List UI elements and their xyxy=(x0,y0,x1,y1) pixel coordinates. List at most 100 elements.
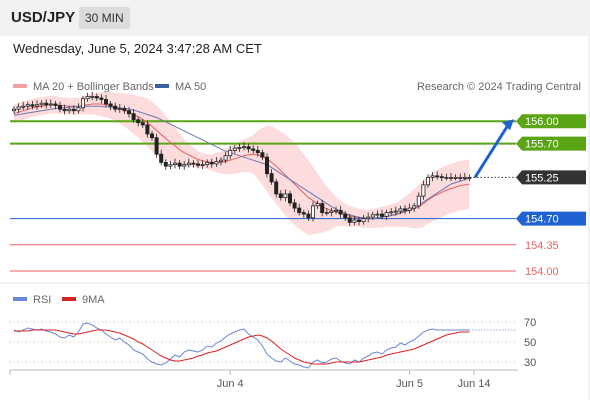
candle-body xyxy=(453,176,458,179)
candle-body xyxy=(30,104,35,107)
top-bar: USD/JPY 30 MIN xyxy=(0,0,590,36)
candle-body xyxy=(223,155,228,161)
rsi-tick-label-50: 50 xyxy=(524,337,536,349)
candle-body xyxy=(172,162,177,166)
candle-body xyxy=(246,146,251,150)
candle-body xyxy=(214,161,219,165)
bollinger-band xyxy=(14,92,470,236)
candle-body xyxy=(177,162,182,167)
rsi-tick-label-30: 30 xyxy=(524,357,536,369)
candle-body xyxy=(145,124,150,135)
candle-body xyxy=(287,193,292,204)
candle-body xyxy=(99,97,104,100)
candle-body xyxy=(39,102,44,106)
candle-body xyxy=(113,105,118,110)
level-label-155-70: 155.70 xyxy=(525,139,559,151)
candle-body xyxy=(421,184,426,197)
candle-body xyxy=(218,159,223,163)
candle-body xyxy=(448,176,453,179)
candle-body xyxy=(389,211,394,214)
candle-body xyxy=(71,108,76,112)
candle-body xyxy=(416,195,421,207)
price-tags: 156.00 155.70 154.70 154.35 154.00 155.25 xyxy=(516,114,586,278)
candle-body xyxy=(232,147,237,151)
last-price-label: 155.25 xyxy=(525,172,559,184)
candle-body xyxy=(117,108,122,110)
candle-body xyxy=(435,175,440,178)
ma9-legend-swatch xyxy=(62,297,76,301)
level-tag-154-70 xyxy=(516,211,586,226)
candle-body xyxy=(260,152,265,158)
x-axis-ticks: Jun 4 Jun 5 Jun 14 xyxy=(217,370,491,390)
candle-body xyxy=(269,173,274,183)
candle-body xyxy=(76,107,81,112)
candle-body xyxy=(393,210,398,213)
rsi-legend-label: RSI xyxy=(33,294,51,306)
candle-body xyxy=(168,164,173,167)
candle-body xyxy=(35,104,40,107)
candle-body xyxy=(462,176,467,179)
candle-body xyxy=(412,205,417,209)
candle-body xyxy=(21,105,26,108)
candle-body xyxy=(237,147,242,149)
projection-arrow-head xyxy=(502,119,514,131)
candle-body xyxy=(324,212,329,214)
candle-body xyxy=(375,213,380,216)
candle-body xyxy=(425,176,430,186)
candle-body xyxy=(200,164,205,167)
candle-body xyxy=(25,104,30,107)
candle-body xyxy=(329,210,334,213)
moving-averages xyxy=(13,103,470,220)
level-label-156-00: 156.00 xyxy=(525,116,559,128)
candle-body xyxy=(163,161,168,167)
candle-body xyxy=(458,176,463,179)
candle-body xyxy=(67,108,72,112)
candle-body xyxy=(370,214,375,218)
candle-body xyxy=(343,213,348,219)
projection-arrow xyxy=(470,119,516,179)
candle-body xyxy=(127,110,132,115)
ma20-legend-label: MA 20 + Bollinger Bands xyxy=(33,81,154,93)
symbol-label: USD/JPY xyxy=(11,9,76,26)
candle-body xyxy=(140,122,145,126)
candle-body xyxy=(356,219,361,222)
candle-body xyxy=(407,207,412,211)
candle-body xyxy=(439,176,444,179)
candle-body xyxy=(297,207,302,213)
candle-body xyxy=(264,156,269,175)
candle-body xyxy=(90,96,95,98)
level-tag-155-70 xyxy=(516,136,586,151)
candle-body xyxy=(228,150,233,157)
candle-body xyxy=(191,162,196,165)
candle-body xyxy=(136,119,141,124)
candle-body xyxy=(205,161,210,166)
candle-body xyxy=(430,175,435,178)
rsi-pane: 70 50 30 xyxy=(10,317,536,369)
rsi-9ma-line xyxy=(14,329,470,365)
candle-body xyxy=(159,153,164,163)
candle-body xyxy=(347,217,352,223)
candle-body xyxy=(292,202,297,209)
credit-label: Research © 2024 Trading Central xyxy=(417,81,581,93)
candle-body xyxy=(274,181,279,195)
timeframe-button[interactable]: 30 MIN xyxy=(79,7,130,29)
rsi-line xyxy=(13,322,470,369)
candle-body xyxy=(182,164,187,167)
rsi-legend-swatch xyxy=(13,297,27,301)
candle-body xyxy=(104,99,109,105)
candle-body xyxy=(306,213,311,219)
candle-body xyxy=(310,205,315,219)
candle-body xyxy=(131,113,136,121)
candle-body xyxy=(315,203,320,207)
candle-body xyxy=(195,163,200,166)
candle-body xyxy=(278,193,283,199)
candle-body xyxy=(241,146,246,149)
price-candles xyxy=(11,91,472,227)
candle-body xyxy=(320,203,325,213)
x-tick-label-Jun-14: Jun 14 xyxy=(457,378,490,390)
ma50-line xyxy=(13,105,470,220)
candle-body xyxy=(402,208,407,211)
candle-body xyxy=(338,209,343,215)
candle-body xyxy=(62,108,67,112)
x-tick-label-Jun-4: Jun 4 xyxy=(217,378,244,390)
